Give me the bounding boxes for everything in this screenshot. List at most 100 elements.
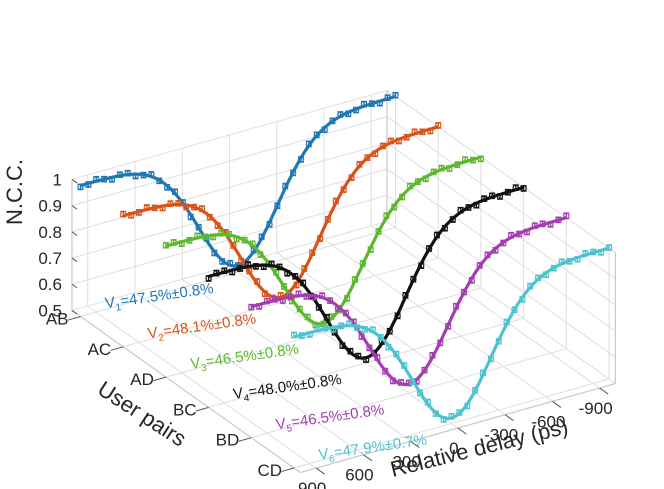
data-point	[488, 192, 496, 200]
data-point	[322, 324, 329, 332]
data-point	[389, 377, 397, 385]
data-point	[356, 161, 363, 168]
data-point	[143, 204, 151, 211]
data-point	[271, 296, 279, 303]
data-point	[347, 348, 354, 355]
grid-line	[386, 221, 616, 384]
data-point	[182, 203, 190, 211]
data-point	[492, 247, 499, 254]
data-point	[241, 236, 248, 244]
z-tick-mark	[71, 231, 78, 236]
user-pair-tick-mark	[281, 467, 295, 473]
delay-tick-mark	[457, 427, 467, 435]
user-pair-tick-mark	[153, 376, 167, 382]
data-point	[547, 221, 554, 228]
data-point	[519, 296, 526, 303]
data-point	[213, 269, 220, 277]
data-point	[315, 304, 323, 311]
data-point	[429, 352, 436, 359]
data-point	[338, 322, 345, 330]
data-point	[362, 356, 370, 363]
data-point	[77, 183, 84, 191]
data-point	[295, 290, 302, 297]
z-tick-label: 0.5	[38, 301, 62, 320]
data-point	[253, 278, 261, 285]
data-point	[387, 137, 395, 145]
z-tick-label: 0.6	[38, 275, 62, 294]
data-point	[296, 305, 303, 313]
data-point	[367, 246, 374, 253]
data-point	[233, 235, 240, 243]
data-point	[495, 338, 502, 345]
data-point	[135, 209, 143, 216]
data-point	[272, 269, 280, 276]
z-tick-mark	[71, 283, 78, 289]
data-point	[301, 265, 308, 272]
data-point	[217, 229, 225, 237]
data-point	[504, 188, 512, 196]
delay-tick-label: -300	[484, 426, 518, 445]
data-point	[515, 230, 523, 238]
data-point	[255, 303, 263, 310]
data-point	[258, 233, 265, 241]
data-point	[252, 263, 260, 270]
data-point	[401, 362, 408, 369]
data-point	[284, 270, 291, 277]
data-point	[425, 245, 433, 252]
z-tick-mark	[71, 257, 78, 263]
data-point	[345, 320, 353, 327]
data-point	[369, 326, 376, 333]
data-point	[534, 274, 542, 282]
data-point	[473, 201, 480, 209]
z-tick-mark	[71, 310, 78, 315]
data-point	[306, 331, 313, 338]
z-tick-label: 1	[52, 170, 61, 189]
data-point	[358, 333, 365, 340]
data-point	[403, 134, 410, 141]
data-point	[187, 213, 194, 221]
data-point	[605, 244, 613, 251]
axes-box	[71, 90, 617, 474]
data-point	[435, 122, 442, 129]
data-point	[479, 369, 487, 377]
data-point	[209, 233, 217, 241]
data-point	[523, 228, 531, 236]
user-pair-tick-mark	[238, 437, 252, 442]
data-point	[432, 410, 439, 417]
data-point	[437, 339, 444, 347]
user-pair-tick-mark	[67, 316, 81, 321]
data-point	[195, 224, 202, 231]
data-point	[500, 239, 507, 247]
data-point	[461, 156, 469, 163]
delay-tick-label: 600	[345, 466, 373, 485]
data-point	[410, 275, 417, 283]
data-point	[303, 293, 310, 300]
data-point	[355, 352, 362, 360]
data-point	[266, 221, 273, 228]
data-point	[198, 205, 206, 212]
series-ad	[162, 155, 485, 329]
delay-tick-mark	[410, 440, 420, 448]
delay-tick-label: 900	[298, 479, 326, 489]
data-point	[372, 150, 379, 157]
data-point	[419, 128, 426, 136]
data-point	[332, 197, 340, 205]
data-point	[449, 216, 456, 223]
delay-tick-mark	[315, 467, 325, 475]
delay-tick-label: -900	[579, 399, 613, 418]
data-point	[441, 225, 449, 232]
data-point	[229, 268, 236, 276]
data-point	[108, 176, 116, 183]
data-point	[377, 334, 384, 341]
data-point	[433, 231, 441, 239]
data-point	[392, 91, 399, 99]
data-point	[465, 204, 472, 211]
data-point	[430, 168, 437, 176]
data-point	[124, 169, 131, 177]
data-point	[484, 251, 491, 259]
user-pair-tick-label: AB	[46, 310, 69, 329]
data-point	[454, 161, 461, 168]
data-point	[334, 305, 342, 312]
data-point	[360, 100, 368, 108]
data-point	[527, 282, 534, 290]
